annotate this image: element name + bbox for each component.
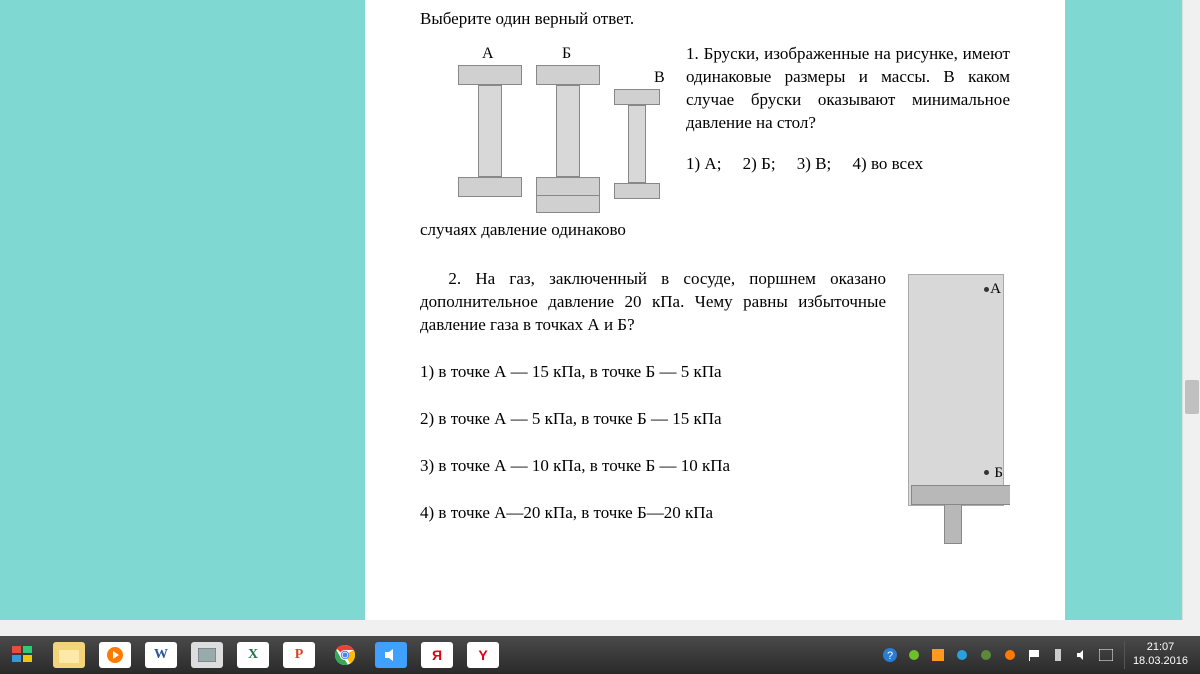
q1-tail: случаях давление одинаково <box>420 213 1010 242</box>
fig1-label-b: Б <box>562 43 571 65</box>
document-content: Выберите один верный ответ. А Б В <box>365 0 1065 548</box>
flag-tray-icon[interactable] <box>1025 646 1043 664</box>
powerpoint-icon[interactable]: P <box>283 642 315 668</box>
fig1-label-v: В <box>654 67 665 89</box>
clock[interactable]: 21:07 18.03.2016 <box>1124 641 1196 669</box>
svg-text:?: ? <box>887 650 893 662</box>
fig1-label-a: А <box>482 43 494 65</box>
figure-1: А Б В <box>420 43 670 213</box>
taskbar: W X P Я Y ? 21:07 18.03.2016 <box>0 636 1200 674</box>
help-tray-icon[interactable]: ? <box>881 646 899 664</box>
document-page: Выберите один верный ответ. А Б В <box>365 0 1065 620</box>
dot-a <box>984 287 989 292</box>
generic-app-icon[interactable] <box>191 642 223 668</box>
excel-icon[interactable]: X <box>237 642 269 668</box>
chrome-icon[interactable] <box>329 642 361 668</box>
yandex-ya-icon[interactable]: Я <box>421 642 453 668</box>
ibeam-b <box>536 65 600 213</box>
dot-b <box>984 470 989 475</box>
page-background: Выберите один верный ответ. А Б В <box>0 0 1183 620</box>
vertical-scrollbar[interactable] <box>1182 0 1200 620</box>
tray-icon-blue[interactable] <box>953 646 971 664</box>
figure-2: А Б <box>900 268 1010 548</box>
yandex-y-icon[interactable]: Y <box>467 642 499 668</box>
piston <box>911 485 1010 505</box>
explorer-icon[interactable] <box>53 642 85 668</box>
dot-b-label: Б <box>994 463 1003 483</box>
volume-tray-icon[interactable] <box>1073 646 1091 664</box>
word-icon[interactable]: W <box>145 642 177 668</box>
clock-time: 21:07 <box>1133 641 1188 655</box>
sound-icon[interactable] <box>375 642 407 668</box>
start-button[interactable] <box>7 642 39 668</box>
viewport: Выберите один верный ответ. А Б В <box>0 0 1200 674</box>
vessel: А Б <box>908 274 1004 506</box>
tray-icon-orange2[interactable] <box>1001 646 1019 664</box>
tray-icon-orange[interactable] <box>929 646 947 664</box>
ibeam-v <box>614 89 660 199</box>
tray-icon-green[interactable] <box>905 646 923 664</box>
system-tray: ? 21:07 18.03.2016 <box>878 636 1200 674</box>
device-tray-icon[interactable] <box>1049 646 1067 664</box>
dot-a-label: А <box>990 279 1001 299</box>
clock-date: 18.03.2016 <box>1133 655 1188 669</box>
heading: Выберите один верный ответ. <box>420 8 1010 31</box>
misc-tray-icon[interactable] <box>1097 646 1115 664</box>
piston-rod <box>944 504 962 544</box>
tray-icon-globe[interactable] <box>977 646 995 664</box>
scrollbar-thumb[interactable] <box>1185 380 1199 414</box>
question-2: А Б 2. На газ, заключенный в сосуде, пор… <box>420 268 1010 548</box>
ibeam-a <box>458 65 522 197</box>
media-player-icon[interactable] <box>99 642 131 668</box>
question-1: А Б В <box>420 43 1010 242</box>
